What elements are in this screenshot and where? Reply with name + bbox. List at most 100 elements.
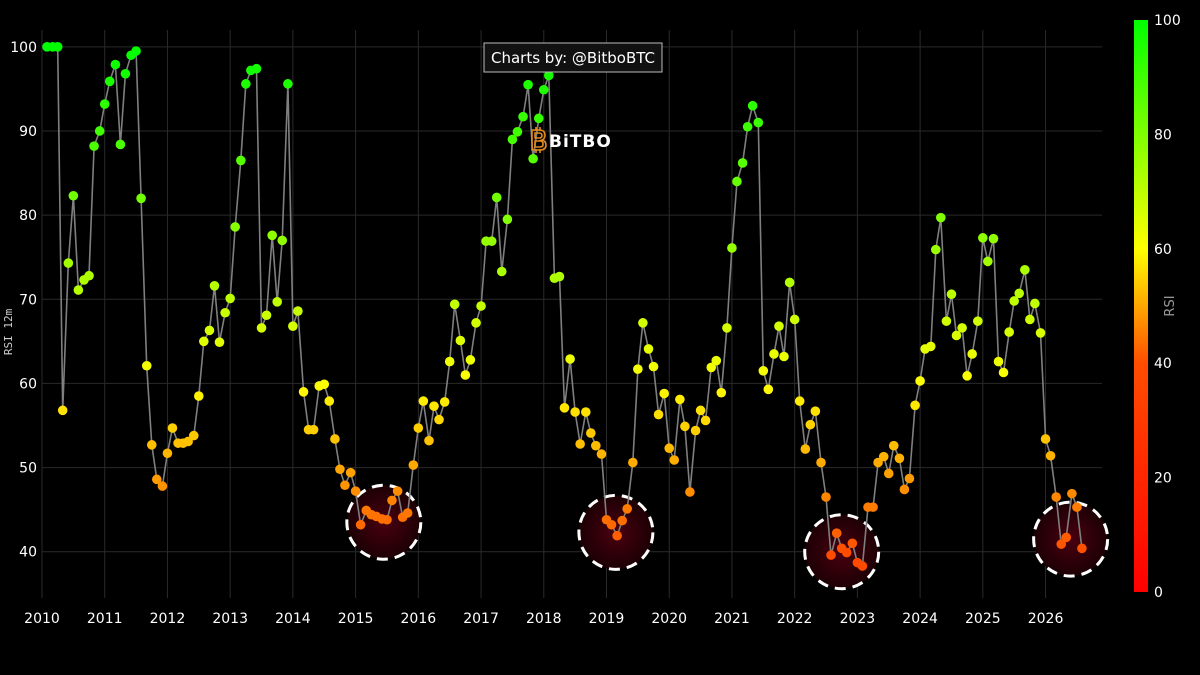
bitcoin-b-icon [531, 127, 547, 153]
colorbar [1134, 20, 1148, 592]
x-tick-label: 2010 [24, 611, 60, 627]
data-point [104, 76, 115, 87]
data-point [800, 444, 811, 454]
credit-box: Charts by: @BitboBTC [483, 42, 663, 73]
data-point [951, 330, 962, 341]
data-point [204, 325, 215, 336]
data-point [810, 406, 821, 416]
data-point [899, 484, 910, 495]
data-point [700, 415, 711, 426]
data-point [763, 384, 774, 395]
data-point [283, 79, 293, 89]
data-point [554, 271, 565, 282]
x-tick-label: 2021 [714, 611, 750, 627]
data-point [894, 453, 905, 464]
data-point [722, 323, 732, 333]
colorbar-tick-label: 80 [1154, 127, 1172, 143]
data-point [491, 192, 502, 203]
data-point [1072, 502, 1082, 512]
x-tick-label: 2023 [840, 611, 876, 627]
data-point [330, 434, 340, 444]
data-point [580, 407, 591, 417]
data-point [460, 370, 471, 380]
data-point [826, 550, 836, 560]
data-point [888, 440, 899, 451]
data-point [131, 46, 141, 56]
data-point [157, 481, 168, 491]
data-point [512, 127, 523, 137]
data-point [528, 153, 538, 164]
colorbar-tick-label: 60 [1154, 242, 1172, 258]
y-tick-label: 40 [19, 545, 37, 561]
data-point [241, 79, 251, 89]
data-point [841, 547, 852, 558]
data-point [308, 424, 319, 435]
data-point [141, 360, 152, 371]
data-point [115, 139, 126, 150]
logo-text: BiTBO [549, 132, 612, 152]
data-point [1009, 296, 1019, 306]
x-tick-label: 2018 [526, 611, 562, 627]
data-point [622, 504, 632, 514]
x-tick-label: 2019 [589, 611, 625, 627]
data-point [973, 316, 983, 326]
data-point [84, 270, 94, 281]
data-point [962, 371, 972, 381]
data-point [789, 314, 800, 325]
data-point [1061, 532, 1072, 543]
data-point [628, 457, 638, 468]
data-point [151, 474, 162, 485]
data-point [99, 99, 110, 109]
data-point [716, 387, 727, 398]
data-point [324, 396, 335, 406]
data-point [188, 430, 199, 441]
data-point [706, 362, 717, 373]
data-point [1030, 298, 1040, 309]
data-point [63, 258, 74, 268]
data-point [146, 440, 157, 450]
data-point [256, 323, 267, 333]
data-point [319, 379, 330, 390]
colorbar-tick-label: 100 [1154, 13, 1181, 29]
data-point [449, 299, 460, 310]
data-point [413, 423, 424, 433]
data-point [444, 356, 455, 367]
data-point [586, 428, 596, 438]
credit-text: Charts by: @BitboBTC [491, 49, 655, 67]
data-point [737, 158, 748, 168]
data-point [967, 349, 977, 359]
data-point [653, 409, 664, 420]
data-point [758, 366, 769, 376]
data-point [471, 318, 481, 328]
data-point [1077, 543, 1087, 554]
data-point [1014, 288, 1025, 299]
data-point [936, 212, 946, 223]
data-point [983, 256, 993, 267]
data-point [507, 134, 518, 145]
data-point [523, 79, 533, 90]
data-point [288, 321, 298, 332]
data-point [575, 439, 585, 449]
data-point [236, 155, 246, 166]
data-point [612, 530, 622, 541]
data-point [946, 289, 957, 300]
data-point [538, 84, 549, 95]
data-point [643, 344, 654, 354]
data-point [784, 277, 795, 288]
data-point [220, 307, 230, 318]
data-point [408, 460, 419, 470]
x-tick-label: 2024 [902, 611, 938, 627]
x-tick-label: 2011 [87, 611, 123, 627]
x-tick-label: 2022 [777, 611, 813, 627]
data-point [993, 356, 1004, 367]
data-point [455, 335, 466, 346]
data-point [821, 492, 831, 502]
data-point [418, 396, 429, 406]
data-point [251, 63, 262, 74]
data-point [747, 100, 758, 111]
data-point [486, 236, 497, 247]
data-point [606, 519, 617, 530]
data-point [742, 121, 753, 132]
data-point [350, 486, 361, 496]
